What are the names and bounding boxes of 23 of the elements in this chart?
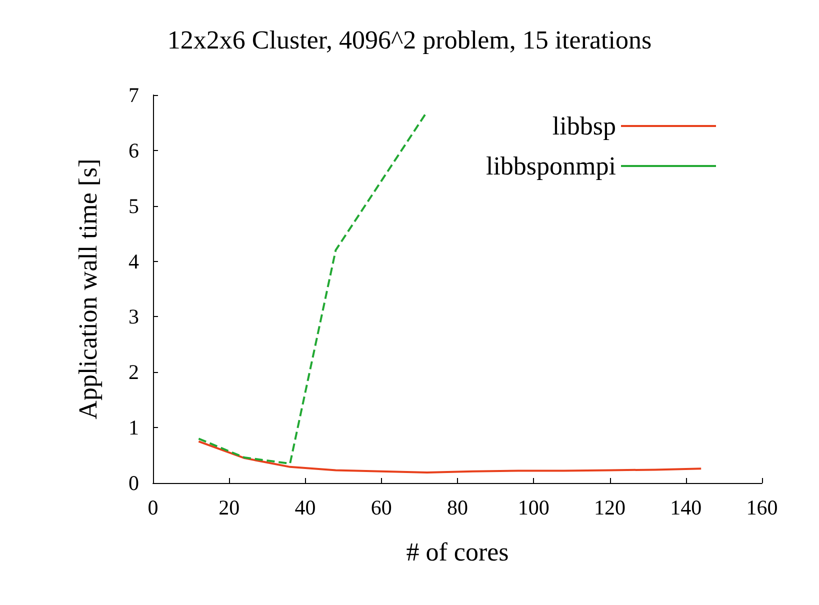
- y-axis-title: Application wall time [s]: [74, 158, 102, 420]
- y-tick-label: 1: [128, 416, 139, 440]
- x-tick-label: 100: [518, 496, 550, 520]
- y-tick-label: 6: [128, 138, 139, 162]
- y-tick-label: 3: [128, 304, 139, 329]
- y-tick-label: 5: [128, 194, 139, 218]
- y-tick-label: 2: [128, 360, 139, 384]
- x-tick-label: 0: [148, 496, 158, 520]
- y-tick-label: 0: [128, 471, 139, 495]
- x-axis-title: # of cores: [406, 538, 509, 566]
- x-tick-label: 140: [670, 496, 702, 520]
- legend-label: libbsp: [552, 112, 616, 140]
- x-tick-label: 80: [447, 496, 468, 520]
- x-tick-label: 40: [294, 496, 316, 520]
- x-tick-label: 120: [594, 496, 626, 520]
- x-tick-label: 20: [218, 496, 240, 520]
- chart-title: 12x2x6 Cluster, 4096^2 problem, 15 iterations: [167, 26, 652, 54]
- legend-label: libbsponmpi: [486, 152, 616, 180]
- y-tick-label: 4: [128, 249, 140, 274]
- y-tick-label: 7: [128, 83, 139, 107]
- line-series: [198, 440, 702, 474]
- x-tick-label: 60: [370, 496, 392, 520]
- x-tick-label: 160: [746, 496, 778, 520]
